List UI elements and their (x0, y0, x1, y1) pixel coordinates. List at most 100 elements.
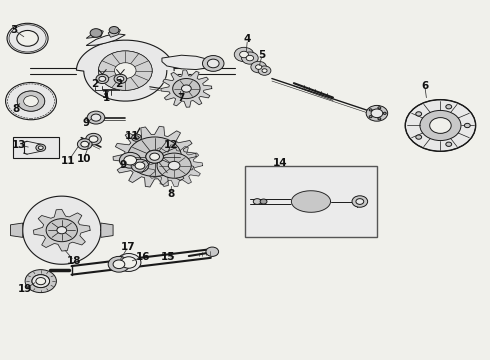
Text: 9: 9 (83, 118, 90, 128)
Text: 6: 6 (421, 81, 428, 91)
Bar (13, 137, 59, 158)
Text: 11: 11 (124, 131, 139, 141)
Circle shape (383, 112, 386, 114)
Text: 17: 17 (121, 242, 135, 252)
Polygon shape (33, 210, 90, 251)
Circle shape (234, 47, 254, 62)
Circle shape (253, 199, 261, 204)
Text: 11: 11 (61, 156, 75, 166)
Circle shape (32, 275, 49, 288)
Text: 2: 2 (91, 79, 98, 89)
Circle shape (113, 260, 125, 269)
Text: 3: 3 (11, 25, 18, 35)
Polygon shape (161, 70, 212, 107)
Polygon shape (146, 145, 202, 186)
Circle shape (369, 109, 372, 111)
Circle shape (258, 66, 271, 75)
Circle shape (24, 96, 38, 107)
Text: 2: 2 (115, 79, 122, 89)
Circle shape (206, 247, 219, 256)
Circle shape (366, 105, 388, 121)
Polygon shape (292, 191, 331, 212)
Circle shape (465, 123, 470, 128)
Circle shape (124, 156, 137, 165)
Circle shape (378, 107, 381, 109)
Circle shape (46, 219, 77, 242)
Circle shape (207, 59, 219, 68)
Circle shape (352, 196, 368, 207)
Text: 18: 18 (67, 256, 81, 266)
Polygon shape (113, 126, 196, 187)
Circle shape (172, 78, 200, 99)
Circle shape (96, 74, 109, 84)
Circle shape (256, 65, 262, 69)
Circle shape (135, 162, 145, 169)
Bar (245, 166, 377, 237)
Text: 10: 10 (76, 154, 91, 164)
Circle shape (262, 69, 267, 72)
Circle shape (57, 226, 67, 234)
Circle shape (114, 74, 127, 84)
Polygon shape (86, 34, 125, 45)
Circle shape (405, 100, 476, 151)
Circle shape (121, 257, 137, 268)
Circle shape (90, 29, 102, 37)
Polygon shape (76, 40, 174, 101)
Circle shape (89, 136, 98, 142)
Circle shape (240, 51, 248, 58)
Circle shape (17, 31, 38, 46)
Circle shape (120, 152, 141, 168)
Text: 1: 1 (103, 93, 110, 103)
FancyArrowPatch shape (177, 62, 213, 65)
Circle shape (25, 270, 56, 293)
Circle shape (38, 146, 43, 149)
Circle shape (117, 76, 124, 81)
Circle shape (146, 150, 163, 163)
Polygon shape (86, 30, 103, 39)
Circle shape (87, 111, 105, 124)
Circle shape (91, 114, 101, 121)
Circle shape (86, 134, 101, 145)
Circle shape (32, 275, 49, 288)
Circle shape (356, 199, 364, 204)
Circle shape (117, 253, 141, 271)
Text: 9: 9 (119, 160, 126, 170)
Circle shape (134, 136, 139, 139)
Circle shape (146, 150, 163, 163)
Circle shape (416, 112, 421, 116)
Circle shape (115, 63, 136, 78)
Circle shape (260, 199, 267, 204)
Text: 15: 15 (161, 252, 175, 262)
Text: 4: 4 (244, 35, 251, 44)
Circle shape (251, 61, 267, 73)
Text: 5: 5 (259, 50, 266, 60)
Circle shape (81, 141, 89, 147)
Polygon shape (101, 223, 113, 237)
Circle shape (7, 23, 48, 53)
Text: 16: 16 (136, 252, 150, 262)
Circle shape (99, 76, 106, 81)
Polygon shape (10, 223, 23, 237)
Circle shape (17, 91, 45, 111)
Circle shape (168, 161, 180, 170)
Circle shape (369, 116, 372, 118)
Circle shape (157, 153, 191, 178)
Text: 8: 8 (167, 189, 174, 199)
Circle shape (242, 52, 258, 64)
Text: 13: 13 (12, 140, 26, 150)
Text: 8: 8 (13, 104, 20, 114)
Circle shape (108, 256, 130, 272)
Circle shape (131, 159, 149, 172)
Circle shape (378, 118, 381, 120)
Polygon shape (162, 55, 211, 69)
Polygon shape (108, 28, 121, 37)
Text: 19: 19 (18, 284, 32, 294)
Circle shape (98, 51, 152, 90)
Circle shape (128, 137, 181, 176)
Circle shape (446, 142, 452, 147)
Circle shape (17, 91, 45, 111)
Circle shape (5, 82, 56, 120)
Circle shape (150, 153, 159, 160)
Circle shape (416, 135, 421, 139)
Text: 14: 14 (273, 158, 288, 168)
